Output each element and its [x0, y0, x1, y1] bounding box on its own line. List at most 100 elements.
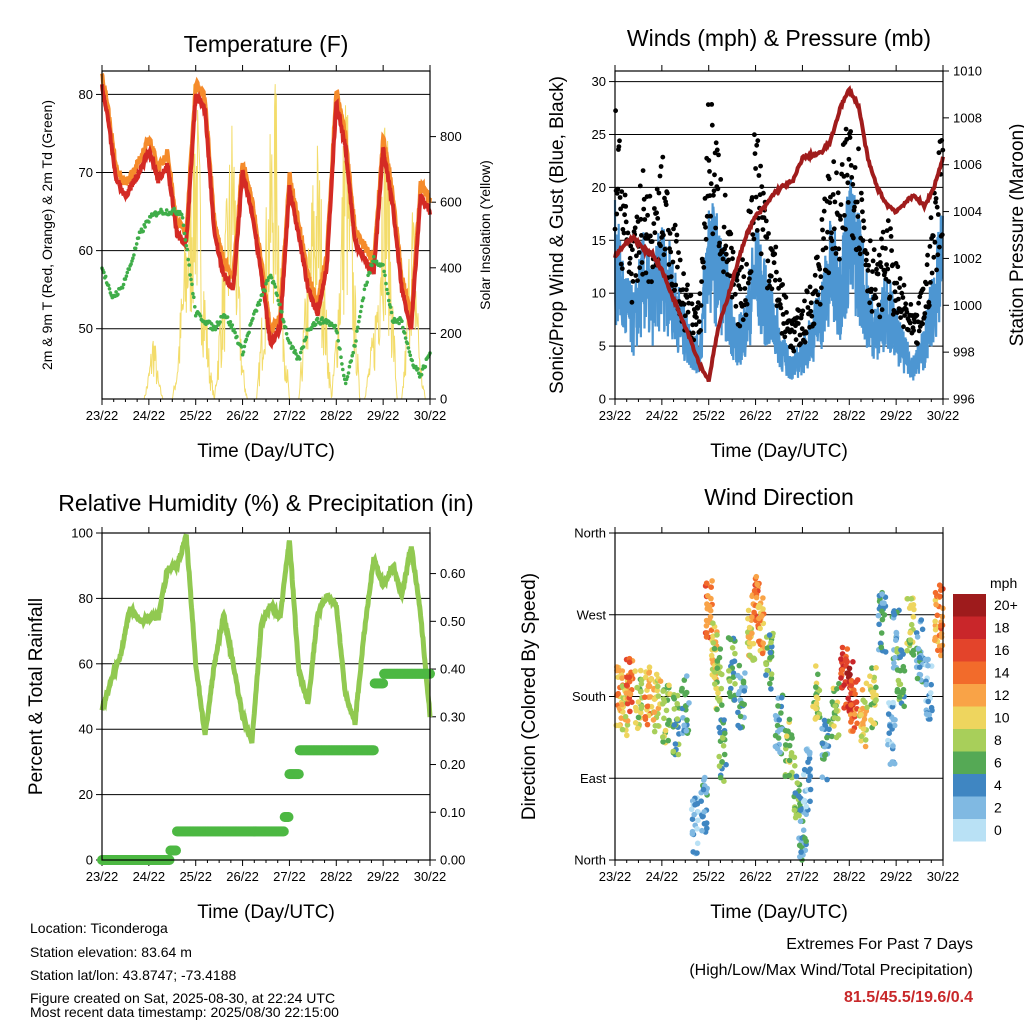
- direction-point: [714, 658, 721, 664]
- x-tick-label: 25/22: [179, 869, 212, 884]
- direction-point: [648, 703, 655, 710]
- gust-point: [649, 279, 654, 285]
- dewpoint-point: [406, 346, 411, 350]
- direction-point: [624, 700, 631, 707]
- dewpoint-point: [179, 212, 184, 217]
- temperature-panel: Temperature (F) Time (Day/UTC) 2m & 9m T (…: [39, 31, 493, 462]
- gust-point: [804, 289, 810, 295]
- rh-line: [99, 533, 433, 744]
- dewpoint-point: [278, 302, 282, 307]
- direction-point: [875, 612, 882, 619]
- precip-point: [378, 678, 389, 689]
- direction-point: [802, 835, 808, 842]
- direction-point: [746, 624, 753, 631]
- direction-point: [939, 613, 946, 620]
- gust-point: [934, 267, 939, 273]
- direction-point: [858, 733, 865, 740]
- gust-point: [693, 322, 699, 327]
- direction-point: [655, 683, 661, 690]
- x-tick-label: 23/22: [86, 869, 119, 884]
- dewpoint-point: [320, 316, 325, 320]
- gust-point: [715, 186, 721, 192]
- gust-point: [616, 144, 622, 150]
- gust-point: [807, 284, 813, 290]
- direction-point: [786, 772, 793, 779]
- gust-point: [630, 247, 635, 253]
- direction-point: [832, 703, 838, 709]
- plot-border: [101, 70, 431, 400]
- chart-title: Temperature (F): [184, 31, 349, 57]
- gust-point: [793, 337, 799, 343]
- direction-point: [819, 740, 826, 747]
- x-tick-label: 27/22: [273, 869, 306, 884]
- gust-point: [927, 244, 933, 249]
- direction-point: [938, 622, 944, 629]
- dewpoint-point: [423, 364, 428, 369]
- x-tick-label: 26/22: [226, 408, 259, 423]
- dewpoint-point: [410, 358, 415, 363]
- direction-point: [660, 734, 666, 740]
- direction-point: [863, 680, 870, 687]
- gust-point: [658, 243, 663, 249]
- dewpoint-point: [340, 362, 344, 366]
- gust-point: [850, 182, 856, 187]
- direction-point: [662, 727, 669, 734]
- gust-point: [697, 291, 703, 297]
- direction-point: [703, 634, 710, 640]
- gust-point: [682, 313, 688, 319]
- dewpoint-point: [372, 254, 376, 259]
- gust-point: [671, 226, 676, 232]
- dewpoint-point: [282, 319, 286, 324]
- direction-point: [714, 632, 720, 638]
- dewpoint-point: [143, 225, 147, 229]
- speed-legend: mph 20+ 18 16 14 12 10 8 6 4 2 0: [953, 575, 1018, 842]
- legend-swatch: [953, 819, 986, 842]
- gust-point: [707, 169, 712, 174]
- gust-point: [772, 251, 778, 257]
- gust-point: [649, 239, 655, 244]
- y-tick-label: 20: [592, 180, 606, 195]
- gust-point: [852, 204, 857, 210]
- direction-point: [916, 664, 923, 670]
- direction-point: [695, 817, 701, 824]
- gust-point: [677, 257, 683, 263]
- x-tick-label: 24/22: [646, 408, 679, 423]
- direction-point: [848, 719, 854, 725]
- direction-point: [803, 803, 809, 810]
- dewpoint-point: [190, 282, 194, 287]
- direction-point: [749, 614, 755, 620]
- x-tick-label: 29/22: [880, 408, 913, 423]
- direction-point: [826, 726, 832, 733]
- gust-point: [876, 252, 882, 258]
- direction-point: [745, 634, 752, 640]
- gust-point: [932, 239, 938, 245]
- direction-point: [889, 759, 896, 765]
- gust-point: [690, 330, 696, 336]
- gust-point: [764, 235, 770, 240]
- direction-point: [839, 667, 846, 673]
- direction-point: [910, 602, 917, 608]
- dewpoint-point: [251, 316, 255, 321]
- gust-point: [914, 312, 920, 318]
- direction-point: [813, 694, 820, 700]
- direction-point: [735, 709, 741, 716]
- dewpoint-point: [183, 238, 188, 242]
- gust-point: [867, 300, 873, 306]
- direction-point: [919, 626, 926, 633]
- gust-point: [829, 238, 835, 244]
- gust-point: [924, 262, 930, 268]
- gust-point: [770, 248, 775, 253]
- direction-point: [642, 694, 648, 700]
- dewpoint-point: [310, 325, 314, 330]
- y-tick-label: 60: [79, 243, 93, 258]
- gust-point: [825, 229, 830, 235]
- dewpoint-point: [383, 273, 387, 278]
- direction-point: [850, 659, 856, 665]
- gust-point: [925, 252, 930, 258]
- direction-point: [740, 678, 747, 685]
- direction-point: [727, 636, 734, 643]
- direction-point: [846, 665, 853, 672]
- y-tick-label: South: [572, 689, 606, 704]
- footer-location: Location: Ticonderoga: [30, 920, 168, 936]
- dewpoint-point: [353, 344, 357, 348]
